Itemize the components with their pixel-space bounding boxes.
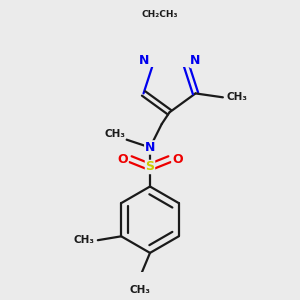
Text: N: N [145,141,155,154]
Text: N: N [139,54,149,68]
Text: CH₃: CH₃ [104,129,125,139]
Text: CH₃: CH₃ [226,92,247,102]
Text: CH₃: CH₃ [74,235,95,245]
Text: CH₂CH₃: CH₂CH₃ [141,10,178,19]
Text: N: N [190,54,200,68]
Text: CH₃: CH₃ [130,285,151,295]
Text: S: S [146,160,154,173]
Text: O: O [172,153,183,166]
Text: O: O [117,153,128,166]
